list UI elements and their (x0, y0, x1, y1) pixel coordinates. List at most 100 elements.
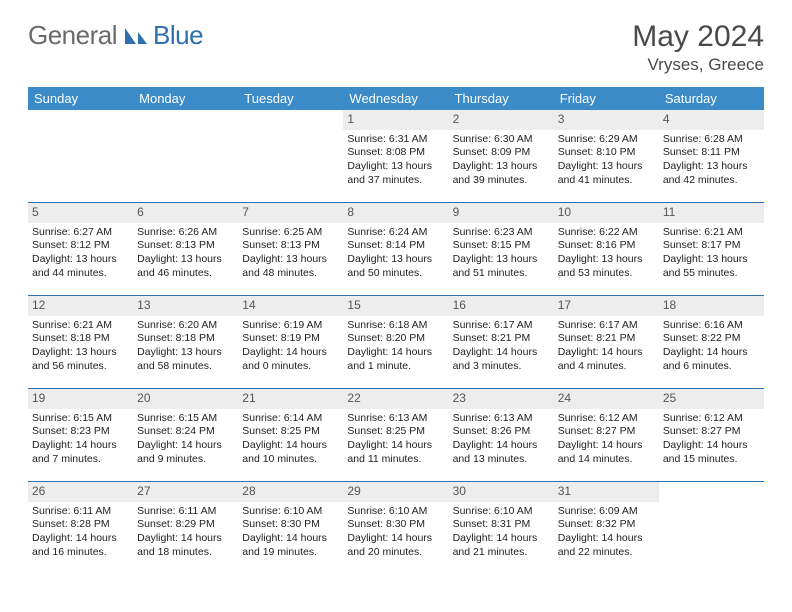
day-cell: 16 Sunrise: 6:17 AMSunset: 8:21 PMDayligh… (449, 296, 554, 389)
daylight-text: Daylight: 13 hours and 41 minutes. (558, 160, 655, 187)
day-cell-empty (238, 110, 343, 203)
sunset-text: Sunset: 8:11 PM (663, 146, 760, 160)
sunrise-text: Sunrise: 6:13 AM (453, 412, 550, 426)
dow-sunday: Sunday (28, 87, 133, 110)
daylight-text: Daylight: 13 hours and 56 minutes. (32, 346, 129, 373)
sunset-text: Sunset: 8:20 PM (347, 332, 444, 346)
daylight-text: Daylight: 14 hours and 22 minutes. (558, 532, 655, 559)
week-row: 5Sunrise: 6:27 AMSunset: 8:12 PMDaylight… (28, 203, 764, 296)
daylight-text: Daylight: 14 hours and 13 minutes. (453, 439, 550, 466)
week-row: 1Sunrise: 6:31 AMSunset: 8:08 PMDaylight… (28, 110, 764, 203)
sunset-text: Sunset: 8:25 PM (347, 425, 444, 439)
day-number: 4 (659, 110, 764, 130)
day-number: 23 (449, 389, 554, 409)
day-cell: 15 Sunrise: 6:18 AMSunset: 8:20 PMDayligh… (343, 296, 448, 389)
day-cell: 18Sunrise: 6:16 AMSunset: 8:22 PMDayligh… (659, 296, 764, 389)
sunrise-text: Sunrise: 6:15 AM (137, 412, 234, 426)
calendar-table: Sunday Monday Tuesday Wednesday Thursday… (28, 87, 764, 574)
day-number: 16 (449, 296, 554, 316)
daylight-text: Daylight: 13 hours and 50 minutes. (347, 253, 444, 280)
dow-row: Sunday Monday Tuesday Wednesday Thursday… (28, 87, 764, 110)
sunrise-text: Sunrise: 6:23 AM (453, 226, 550, 240)
day-cell: 30Sunrise: 6:10 AMSunset: 8:31 PMDayligh… (449, 482, 554, 574)
sunset-text: Sunset: 8:09 PM (453, 146, 550, 160)
sunrise-text: Sunrise: 6:10 AM (347, 505, 444, 519)
day-number: 20 (133, 389, 238, 409)
sunset-text: Sunset: 8:14 PM (347, 239, 444, 253)
sunset-text: Sunset: 8:18 PM (137, 332, 234, 346)
sunset-text: Sunset: 8:26 PM (453, 425, 550, 439)
day-cell: 20Sunrise: 6:15 AMSunset: 8:24 PMDayligh… (133, 389, 238, 482)
sunrise-text: Sunrise: 6:17 AM (558, 319, 655, 333)
daylight-text: Daylight: 14 hours and 3 minutes. (453, 346, 550, 373)
sunset-text: Sunset: 8:30 PM (347, 518, 444, 532)
day-cell: 4Sunrise: 6:28 AMSunset: 8:11 PMDaylight… (659, 110, 764, 203)
sunset-text: Sunset: 8:17 PM (663, 239, 760, 253)
daylight-text: Daylight: 13 hours and 39 minutes. (453, 160, 550, 187)
day-number: 5 (28, 203, 133, 223)
day-number (238, 110, 343, 130)
sunrise-text: Sunrise: 6:21 AM (663, 226, 760, 240)
sunrise-text: Sunrise: 6:31 AM (347, 133, 444, 147)
sunrise-text: Sunrise: 6:30 AM (453, 133, 550, 147)
sunrise-text: Sunrise: 6:21 AM (32, 319, 129, 333)
day-cell: 25Sunrise: 6:12 AMSunset: 8:27 PMDayligh… (659, 389, 764, 482)
sunset-text: Sunset: 8:30 PM (242, 518, 339, 532)
sunrise-text: Sunrise: 6:14 AM (242, 412, 339, 426)
location: Vryses, Greece (632, 55, 764, 75)
sunrise-text: Sunrise: 6:17 AM (453, 319, 550, 333)
sunset-text: Sunset: 8:15 PM (453, 239, 550, 253)
day-cell: 19Sunrise: 6:15 AMSunset: 8:23 PMDayligh… (28, 389, 133, 482)
sunset-text: Sunset: 8:19 PM (242, 332, 339, 346)
daylight-text: Daylight: 14 hours and 0 minutes. (242, 346, 339, 373)
day-number: 15 (343, 296, 448, 316)
day-cell: 12Sunrise: 6:21 AMSunset: 8:18 PMDayligh… (28, 296, 133, 389)
sunset-text: Sunset: 8:27 PM (663, 425, 760, 439)
week-row: 12Sunrise: 6:21 AMSunset: 8:18 PMDayligh… (28, 296, 764, 389)
daylight-text: Daylight: 14 hours and 9 minutes. (137, 439, 234, 466)
sunrise-text: Sunrise: 6:11 AM (137, 505, 234, 519)
sunset-text: Sunset: 8:10 PM (558, 146, 655, 160)
sunrise-text: Sunrise: 6:11 AM (32, 505, 129, 519)
brand-word-blue: Blue (153, 20, 203, 51)
day-number: 28 (238, 482, 343, 502)
sunset-text: Sunset: 8:13 PM (242, 239, 339, 253)
day-number: 30 (449, 482, 554, 502)
daylight-text: Daylight: 14 hours and 7 minutes. (32, 439, 129, 466)
dow-tuesday: Tuesday (238, 87, 343, 110)
day-cell: 6Sunrise: 6:26 AMSunset: 8:13 PMDaylight… (133, 203, 238, 296)
sunset-text: Sunset: 8:25 PM (242, 425, 339, 439)
sunrise-text: Sunrise: 6:28 AM (663, 133, 760, 147)
day-number: 9 (449, 203, 554, 223)
sunset-text: Sunset: 8:22 PM (663, 332, 760, 346)
day-cell: 2Sunrise: 6:30 AMSunset: 8:09 PMDaylight… (449, 110, 554, 203)
day-number: 27 (133, 482, 238, 502)
day-number: 10 (554, 203, 659, 223)
sunrise-text: Sunrise: 6:10 AM (242, 505, 339, 519)
sunrise-text: Sunrise: 6:16 AM (663, 319, 760, 333)
day-cell: 27Sunrise: 6:11 AMSunset: 8:29 PMDayligh… (133, 482, 238, 574)
sunset-text: Sunset: 8:32 PM (558, 518, 655, 532)
daylight-text: Daylight: 14 hours and 15 minutes. (663, 439, 760, 466)
daylight-text: Daylight: 13 hours and 51 minutes. (453, 253, 550, 280)
daylight-text: Daylight: 14 hours and 1 minute. (347, 346, 444, 373)
daylight-text: Daylight: 14 hours and 11 minutes. (347, 439, 444, 466)
sunset-text: Sunset: 8:08 PM (347, 146, 444, 160)
daylight-text: Daylight: 14 hours and 19 minutes. (242, 532, 339, 559)
daylight-text: Daylight: 14 hours and 6 minutes. (663, 346, 760, 373)
dow-friday: Friday (554, 87, 659, 110)
daylight-text: Daylight: 14 hours and 20 minutes. (347, 532, 444, 559)
calendar-page: { "brand": { "word1": "General", "word2"… (0, 0, 792, 612)
sunset-text: Sunset: 8:18 PM (32, 332, 129, 346)
dow-monday: Monday (133, 87, 238, 110)
day-cell: 1Sunrise: 6:31 AMSunset: 8:08 PMDaylight… (343, 110, 448, 203)
sunset-text: Sunset: 8:21 PM (453, 332, 550, 346)
sunrise-text: Sunrise: 6:18 AM (347, 319, 444, 333)
day-cell: 22Sunrise: 6:13 AMSunset: 8:25 PMDayligh… (343, 389, 448, 482)
dow-saturday: Saturday (659, 87, 764, 110)
sunset-text: Sunset: 8:29 PM (137, 518, 234, 532)
day-number (659, 482, 764, 502)
day-number: 29 (343, 482, 448, 502)
week-row: 19Sunrise: 6:15 AMSunset: 8:23 PMDayligh… (28, 389, 764, 482)
daylight-text: Daylight: 14 hours and 14 minutes. (558, 439, 655, 466)
